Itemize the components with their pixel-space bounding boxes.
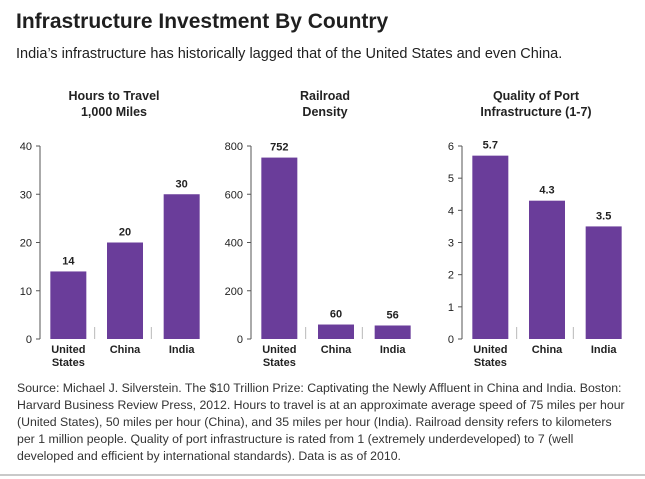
category-label: States xyxy=(52,357,85,369)
chart-subtitle: India’s infrastructure has historically … xyxy=(16,46,563,62)
category-label: China xyxy=(110,344,141,356)
y-tick-label: 2 xyxy=(448,270,454,282)
y-tick-label: 1 xyxy=(448,302,454,314)
category-label: India xyxy=(380,344,407,356)
panel-title-line: Density xyxy=(302,105,348,119)
bar xyxy=(261,157,298,339)
panel-title-line: 1,000 Miles xyxy=(80,105,147,119)
bar xyxy=(585,226,622,339)
panel-title-line: Railroad xyxy=(299,89,350,103)
chart-title: Infrastructure Investment By Country xyxy=(16,10,389,33)
category-label: United xyxy=(51,344,85,356)
bar-value-label: 4.3 xyxy=(539,185,554,197)
bar xyxy=(318,324,354,339)
category-label: China xyxy=(532,344,563,356)
bar-value-label: 14 xyxy=(62,255,75,267)
source-note: Source: Michael J. Silverstein. The $10 … xyxy=(17,381,625,463)
y-tick-label: 0 xyxy=(26,334,32,346)
y-tick-label: 800 xyxy=(225,141,243,153)
y-tick-label: 400 xyxy=(225,238,243,250)
bar-value-label: 20 xyxy=(119,227,131,239)
bar-value-label: 5.7 xyxy=(483,140,498,152)
y-tick-label: 200 xyxy=(225,286,243,298)
bar xyxy=(50,271,87,339)
bar-value-label: 56 xyxy=(387,309,399,321)
panel-title: Hours to Travel 1,000 Miles xyxy=(14,88,214,120)
category-label: China xyxy=(321,344,352,356)
category-label: United xyxy=(262,344,296,356)
y-tick-label: 30 xyxy=(20,189,32,201)
category-label: United xyxy=(473,344,507,356)
y-tick-label: 6 xyxy=(448,141,454,153)
panel-title: Quality of Port Infrastructure (1-7) xyxy=(436,88,636,120)
panel-title: Railroad Density xyxy=(225,88,425,120)
category-label: States xyxy=(474,357,507,369)
bar xyxy=(107,242,143,339)
y-tick-label: 4 xyxy=(448,205,454,217)
bar xyxy=(374,325,411,339)
panel-travel-hours: Hours to Travel 1,000 Miles 0 10 20 30 40 14 U… xyxy=(14,88,214,378)
panel-railroad-density: Railroad Density 0 200 400 600 800 752 United S… xyxy=(225,88,425,378)
bar-value-label: 3.5 xyxy=(596,210,611,222)
y-tick-label: 0 xyxy=(237,334,243,346)
y-tick-label: 10 xyxy=(20,286,32,298)
bar xyxy=(472,155,509,339)
bottom-rule xyxy=(0,474,645,476)
bar-value-label: 30 xyxy=(176,178,188,190)
y-tick-label: 3 xyxy=(448,238,454,250)
bar-value-label: 60 xyxy=(330,309,342,321)
category-label: India xyxy=(169,344,196,356)
bar-value-label: 752 xyxy=(270,142,288,154)
panel-title-line: Infrastructure (1-7) xyxy=(480,105,592,119)
bar xyxy=(529,200,565,339)
y-tick-label: 600 xyxy=(225,189,243,201)
panel-port-quality: Quality of Port Infrastructure (1-7) 0 1 2… xyxy=(436,88,636,378)
y-tick-label: 5 xyxy=(448,173,454,185)
panel-title-line: Quality of Port xyxy=(492,89,580,103)
bar xyxy=(163,194,200,339)
category-label: States xyxy=(263,357,296,369)
y-tick-label: 40 xyxy=(20,141,32,153)
category-label: India xyxy=(591,344,618,356)
y-tick-label: 0 xyxy=(448,334,454,346)
panel-title-line: Hours to Travel xyxy=(68,89,160,103)
y-tick-label: 20 xyxy=(20,238,32,250)
